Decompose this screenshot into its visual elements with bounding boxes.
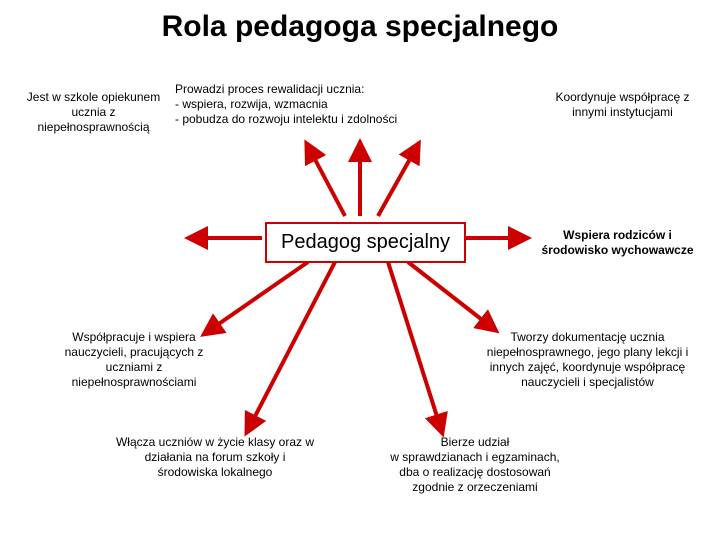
node-n1: Jest w szkole opiekunem ucznia z niepełn… [26,90,161,135]
arrow-7 [210,262,308,330]
arrow-2 [378,150,415,216]
arrow-4 [408,262,490,326]
node-n5: Tworzy dokumentację ucznia niepełnospraw… [475,330,700,390]
page-title: Rola pedagoga specjalnego [0,10,720,44]
node-n2: Prowadzi proces rewalidacji ucznia: - ws… [175,82,465,127]
node-n6: Bierze udział w sprawdzianach i egzamina… [380,435,570,495]
center-node: Pedagog specjalny [265,222,466,263]
node-n8: Współpracuje i wspiera nauczycieli, prac… [44,330,224,390]
arrow-0 [310,150,345,216]
arrow-5 [388,262,440,426]
node-n7: Włącza uczniów w życie klasy oraz w dzia… [115,435,315,480]
node-n4: Wspiera rodziców i środowisko wychowawcz… [530,228,705,258]
node-n3: Koordynuje współpracę z innymi instytucj… [550,90,695,120]
arrow-6 [250,262,335,426]
